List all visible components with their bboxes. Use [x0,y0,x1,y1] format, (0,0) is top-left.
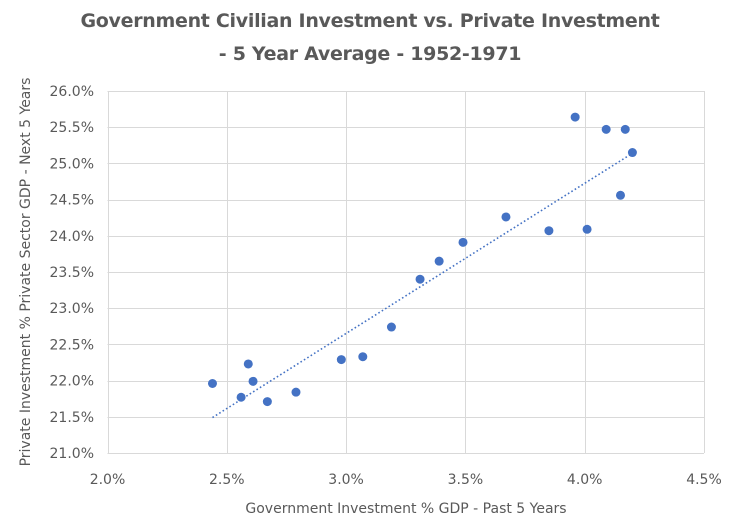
data-points [207,112,637,407]
x-tick-labels: 2.0% 2.5% 3.0% 3.5% 4.0% 4.5% [90,472,722,488]
y-tick-label: 26.0% [50,84,94,100]
data-point [236,392,246,402]
x-tick-label: 4.0% [567,472,603,488]
y-axis-title: Private Investment % Private Sector GDP … [18,78,34,467]
chart-title: Government Civilian Investment vs. Priva… [80,10,660,32]
data-point [207,378,217,388]
y-tick-labels: 21.0% 21.5% 22.0% 22.5% 23.0% 23.5% 24.0% 24.5%… [50,84,94,462]
data-point [434,256,444,266]
data-point [627,148,637,158]
x-tick-label: 2.0% [90,472,126,488]
gridlines [107,91,705,454]
y-tick-label: 22.0% [50,374,94,390]
data-point [601,124,611,134]
trendline [212,152,633,419]
data-point [544,226,554,236]
data-point [615,190,625,200]
data-point [358,352,368,362]
x-tick-label: 3.0% [328,472,364,488]
data-point [386,322,396,332]
y-tick-label: 22.5% [50,337,94,353]
x-axis-title: Government Investment % GDP - Past 5 Yea… [245,501,566,517]
x-tick-label: 3.5% [448,472,484,488]
data-point [620,124,630,134]
y-tick-label: 23.0% [50,301,94,317]
data-point [582,224,592,234]
trendline-group [212,152,633,419]
data-point [291,387,301,397]
data-point [243,359,253,369]
data-point [501,212,511,222]
x-tick-label: 2.5% [209,472,245,488]
x-tick-label: 4.5% [686,472,722,488]
data-point [415,274,425,284]
data-point [458,237,468,247]
y-tick-label: 24.0% [50,229,94,245]
data-point [570,112,580,122]
data-point [248,376,258,386]
y-tick-label: 25.5% [50,120,94,136]
data-point [336,355,346,365]
y-tick-label: 25.0% [50,156,94,172]
chart-subtitle: - 5 Year Average - 1952-1971 [218,43,522,65]
data-point [262,397,272,407]
y-tick-label: 24.5% [50,193,94,209]
y-tick-label: 23.5% [50,265,94,281]
y-tick-label: 21.5% [50,410,94,426]
y-tick-label: 21.0% [50,446,94,462]
